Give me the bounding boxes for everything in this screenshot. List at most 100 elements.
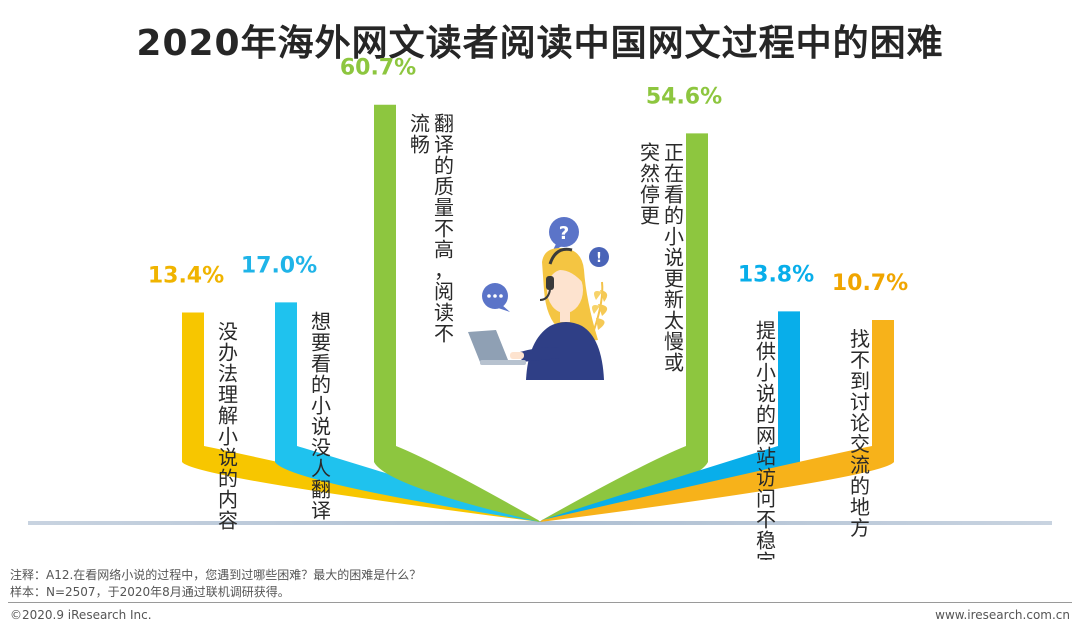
svg-text:更: 更 <box>664 266 684 290</box>
value-label-6: 10.7% <box>832 271 908 296</box>
reader-figure <box>468 247 604 380</box>
svg-text:问: 问 <box>756 486 776 510</box>
svg-text:突: 突 <box>640 140 660 164</box>
svg-text:讨: 讨 <box>850 390 870 414</box>
svg-text:在: 在 <box>664 161 684 185</box>
svg-text:地: 地 <box>850 495 870 519</box>
svg-text:办: 办 <box>218 340 238 364</box>
svg-text:说: 说 <box>756 381 776 405</box>
svg-text:畅: 畅 <box>410 133 430 157</box>
svg-text:到: 到 <box>850 369 870 393</box>
svg-text:小: 小 <box>311 393 331 417</box>
svg-text:不: 不 <box>434 322 454 346</box>
svg-text:不: 不 <box>434 217 454 241</box>
svg-text:不: 不 <box>850 348 870 372</box>
bar-2 <box>275 302 540 522</box>
svg-text:流: 流 <box>850 453 870 477</box>
svg-text:慢: 慢 <box>664 329 684 353</box>
svg-text:然: 然 <box>640 161 660 185</box>
svg-text:翻: 翻 <box>434 112 454 136</box>
svg-text:提: 提 <box>756 318 776 342</box>
svg-text:正: 正 <box>664 140 684 164</box>
svg-text:或: 或 <box>664 350 684 374</box>
copyright: ©2020.9 iResearch Inc. <box>10 608 152 622</box>
chat-bubble-icon <box>482 283 510 312</box>
svg-text:!: ! <box>596 251 602 266</box>
svg-text:说: 说 <box>311 414 331 438</box>
svg-text:量: 量 <box>434 196 454 220</box>
svg-text:理: 理 <box>218 382 238 406</box>
svg-text:翻: 翻 <box>311 477 331 501</box>
bar-3 <box>374 104 540 523</box>
website-link[interactable]: www.iresearch.com.cn <box>935 608 1070 622</box>
bar-5 <box>540 311 800 522</box>
book-chart: 13.4% 17.0%60.7%54.6%13.8% 10.7% 没办法理解小说的内… <box>28 56 1052 560</box>
bar-6 <box>540 320 894 522</box>
footer-divider <box>8 602 1072 603</box>
svg-text:内: 内 <box>218 487 238 511</box>
svg-text:阅: 阅 <box>434 280 454 304</box>
svg-text:太: 太 <box>664 308 684 332</box>
svg-text:，: ， <box>434 259 454 283</box>
value-label-3: 60.7% <box>340 56 416 81</box>
svg-text:新: 新 <box>664 287 684 311</box>
svg-text:说: 说 <box>218 445 238 469</box>
svg-text:说: 说 <box>664 245 684 269</box>
svg-text:更: 更 <box>640 203 660 227</box>
svg-text:法: 法 <box>218 361 238 385</box>
page-title: 2020年海外网文读者阅读中国网文过程中的困难 <box>136 23 944 64</box>
svg-text:流: 流 <box>410 112 430 136</box>
svg-text:找: 找 <box>850 327 870 351</box>
value-label-1: 13.4% <box>148 263 224 288</box>
value-label-2: 17.0% <box>241 253 317 278</box>
svg-text:供: 供 <box>756 339 776 363</box>
svg-text:的: 的 <box>434 154 454 178</box>
svg-text:小: 小 <box>756 360 776 384</box>
svg-text:定: 定 <box>756 549 776 560</box>
svg-text:不: 不 <box>756 507 776 531</box>
leaf-decoration <box>592 281 608 331</box>
value-label-5: 13.8% <box>738 262 814 287</box>
svg-text:论: 论 <box>850 411 870 435</box>
svg-text:方: 方 <box>850 516 870 540</box>
svg-text:访: 访 <box>756 465 776 489</box>
baseline-shelf <box>28 521 1052 525</box>
exclamation-bubble-icon: ! <box>589 247 609 267</box>
svg-text:译: 译 <box>311 498 331 522</box>
svg-text:高: 高 <box>434 238 454 262</box>
svg-text:?: ? <box>559 223 569 244</box>
svg-text:看: 看 <box>664 182 684 206</box>
svg-text:没: 没 <box>311 435 331 459</box>
sample-note: 样本：N=2507，于2020年8月通过联机调研获得。 <box>10 585 290 599</box>
value-label-4: 54.6% <box>646 84 722 109</box>
svg-text:的: 的 <box>850 474 870 498</box>
svg-text:小: 小 <box>218 424 238 448</box>
svg-text:的: 的 <box>756 402 776 426</box>
footnote: 注释：A12.在看网络小说的过程中，您遇到过哪些困难？最大的困难是什么？ <box>10 568 422 582</box>
category-label-5: 提供小说的网站访问不稳定 <box>756 318 776 560</box>
svg-text:没: 没 <box>218 319 238 343</box>
reader-illustration: ? ! <box>468 217 609 380</box>
svg-text:的: 的 <box>218 466 238 490</box>
svg-text:读: 读 <box>434 301 454 325</box>
svg-text:想: 想 <box>311 309 331 333</box>
svg-text:译: 译 <box>434 133 454 157</box>
svg-text:交: 交 <box>850 432 870 456</box>
svg-text:小: 小 <box>664 224 684 248</box>
svg-text:的: 的 <box>664 203 684 227</box>
svg-text:站: 站 <box>756 444 776 468</box>
svg-text:要: 要 <box>311 330 331 354</box>
question-bubble-icon: ? <box>549 217 579 252</box>
bar-4 <box>540 133 708 522</box>
svg-text:解: 解 <box>218 403 238 427</box>
svg-text:容: 容 <box>218 508 238 532</box>
svg-text:人: 人 <box>311 456 331 480</box>
svg-text:稳: 稳 <box>756 528 776 552</box>
bar-1 <box>182 312 540 522</box>
svg-text:的: 的 <box>311 372 331 396</box>
